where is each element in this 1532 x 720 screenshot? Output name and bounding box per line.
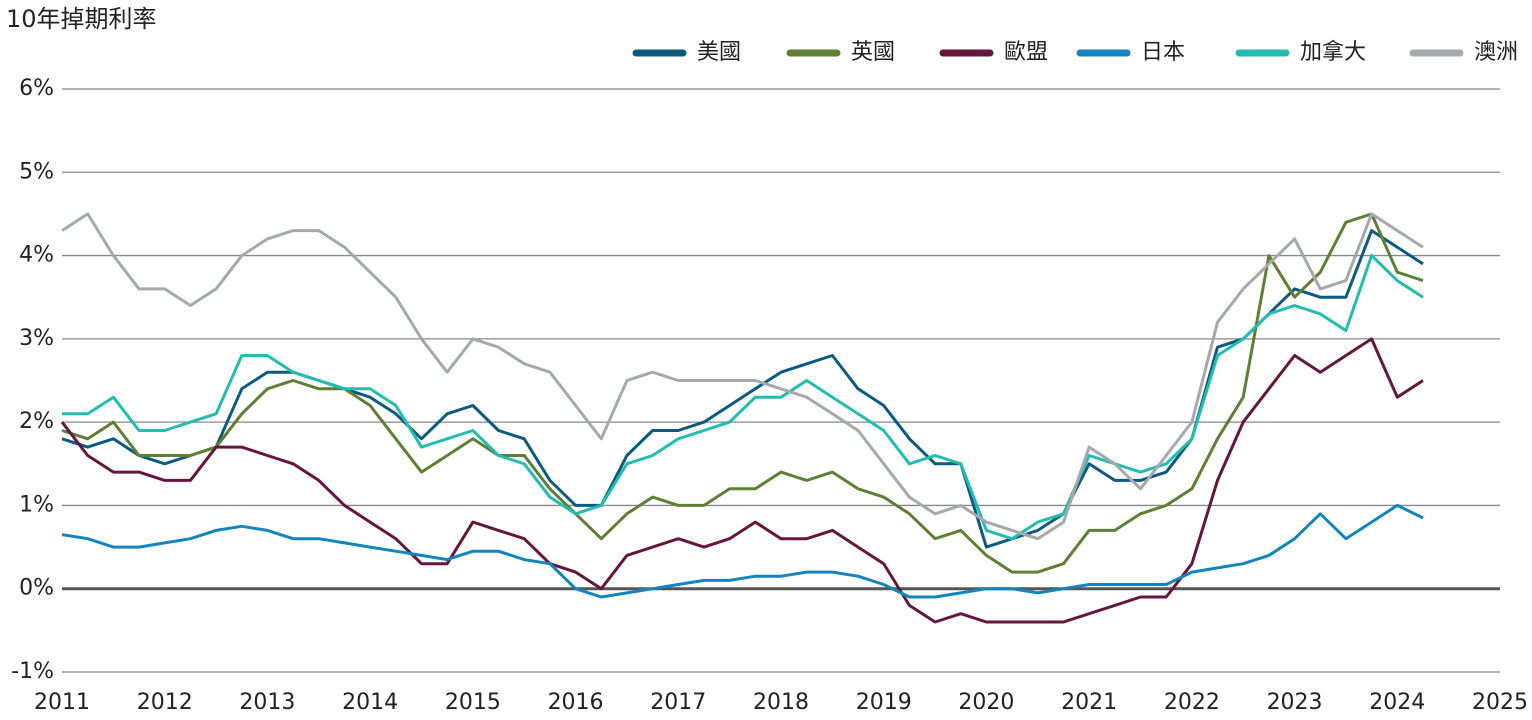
x-tick-label: 2021 <box>1061 690 1117 715</box>
x-tick-label: 2012 <box>137 690 193 715</box>
x-tick-label: 2023 <box>1267 690 1323 715</box>
x-tick-label: 2018 <box>753 690 809 715</box>
series-line <box>60 337 1424 624</box>
legend-label: 加拿大 <box>1300 39 1366 65</box>
series-line <box>61 503 1424 599</box>
legend-label: 日本 <box>1141 40 1185 65</box>
legend-label: 英國 <box>851 40 895 65</box>
y-tick-label: 5% <box>19 159 54 184</box>
y-tick-label: 0% <box>19 576 54 601</box>
y-tick-label: -1% <box>11 659 54 684</box>
x-tick-label: 2020 <box>958 690 1014 715</box>
x-tick-label: 2015 <box>445 690 501 715</box>
x-tick-label: 2017 <box>650 690 706 715</box>
series-line <box>61 212 1424 541</box>
x-tick-label: 2011 <box>34 690 90 715</box>
x-tick-label: 2024 <box>1369 690 1425 715</box>
x-tick-label: 2016 <box>548 690 604 715</box>
y-tick-label: 1% <box>19 492 54 517</box>
y-tick-label: 2% <box>19 409 54 434</box>
x-tick-label: 2013 <box>239 690 295 715</box>
x-tick-label: 2022 <box>1164 690 1220 715</box>
x-tick-label: 2019 <box>856 690 912 715</box>
y-tick-label: 3% <box>19 326 54 351</box>
legend-label: 歐盟 <box>1004 40 1048 65</box>
x-tick-label: 2014 <box>342 690 398 715</box>
legend-label: 澳洲 <box>1474 40 1518 65</box>
series-line <box>61 212 1424 574</box>
x-tick-label: 2025 <box>1472 690 1528 715</box>
y-tick-label: 4% <box>19 243 54 268</box>
y-tick-label: 6% <box>19 76 54 101</box>
series-line <box>62 254 1424 541</box>
chart-title: 10年掉期利率 <box>6 5 157 33</box>
legend-label: 美國 <box>697 40 741 65</box>
